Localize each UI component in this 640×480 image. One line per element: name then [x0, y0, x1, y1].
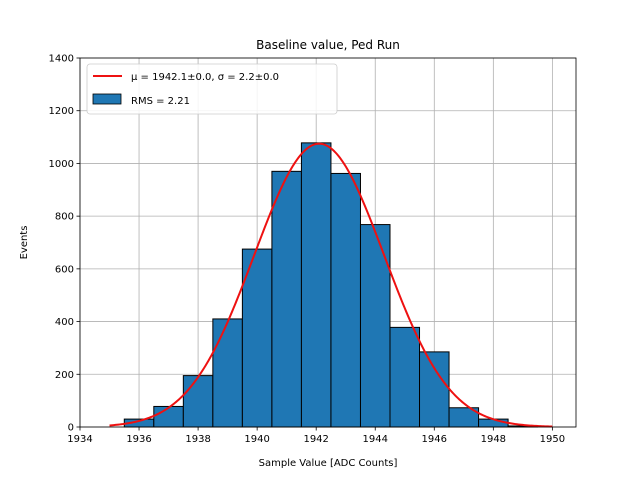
y-tick-label: 600	[55, 264, 74, 275]
x-tick-label: 1936	[126, 434, 151, 445]
legend-hist-label: RMS = 2.21	[131, 96, 190, 107]
y-tick-label: 800	[55, 212, 74, 223]
plot-frame	[79, 57, 577, 428]
histogram-bar	[182, 375, 214, 428]
x-tick-label: 1950	[540, 434, 565, 445]
legend-box	[86, 63, 338, 115]
histogram-bar	[300, 142, 332, 428]
histogram-bar	[389, 326, 421, 428]
x-tick-label: 1944	[363, 434, 388, 445]
x-tick-label: 1946	[422, 434, 447, 445]
x-tick-label: 1938	[185, 434, 210, 445]
histogram-bar	[330, 172, 361, 428]
y-axis-label: Events	[19, 226, 30, 260]
histogram-bar	[478, 418, 509, 428]
x-tick-label: 1942	[303, 434, 328, 445]
x-tick-label: 1934	[67, 434, 92, 445]
x-tick-label: 1940	[244, 434, 269, 445]
y-axis-ticks: 0 200 400 600 800 1000 1200 1400	[49, 54, 80, 434]
fit-curve	[109, 142, 553, 428]
y-tick-label: 0	[68, 423, 74, 434]
x-tick-label: 1948	[481, 434, 506, 445]
x-axis-label: Sample Value [ADC Counts]	[259, 458, 398, 469]
y-tick-label: 1200	[49, 106, 74, 117]
histogram-bar	[419, 351, 450, 428]
y-tick-label: 1400	[49, 54, 74, 65]
histogram-bar	[153, 405, 184, 428]
legend-fit-label: μ = 1942.1±0.0, σ = 2.2±0.0	[131, 72, 279, 83]
histogram-bar	[212, 318, 243, 428]
legend-hist-swatch	[92, 93, 122, 105]
chart-title: Baseline value, Ped Run	[256, 38, 400, 52]
histogram-bars	[123, 142, 539, 428]
y-tick-label: 200	[55, 370, 74, 381]
y-tick-label: 400	[55, 317, 74, 328]
histogram-bar	[241, 248, 273, 428]
histogram-bar	[359, 224, 391, 428]
legend: μ = 1942.1±0.0, σ = 2.2±0.0 RMS = 2.21	[86, 63, 338, 115]
histogram-bar	[271, 170, 302, 428]
y-tick-label: 1000	[49, 159, 74, 170]
x-axis-ticks: 1934 1936 1938 1940 1942 1944 1946 1948 1950	[67, 427, 565, 445]
